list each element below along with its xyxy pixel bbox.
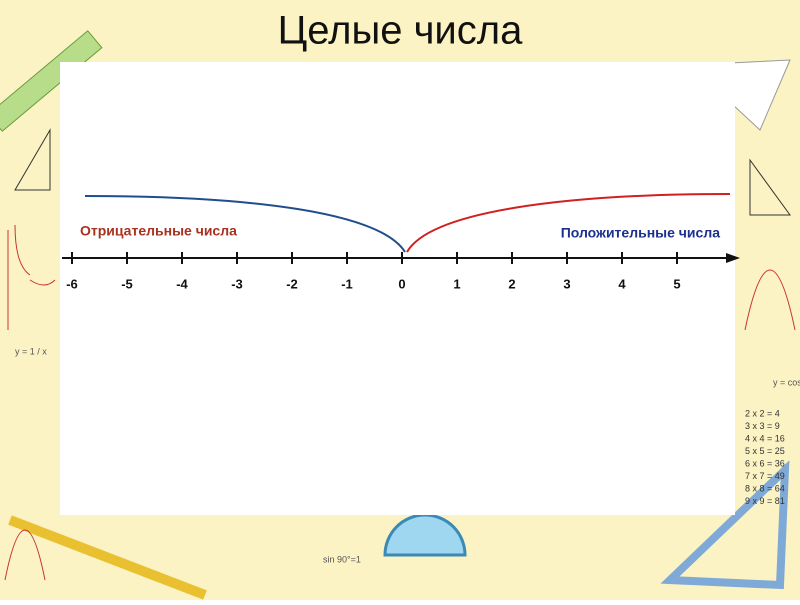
positive-label: Положительные числа (561, 225, 721, 241)
multiplication-line: 4 x 4 = 16 (745, 433, 785, 443)
triangle-decoration (749, 158, 791, 216)
multiplication-line: 5 x 5 = 25 (745, 446, 785, 456)
content-panel (60, 62, 735, 515)
tick-label: 5 (673, 276, 680, 291)
graph-decoration (744, 269, 796, 331)
multiplication-line: 7 x 7 = 49 (745, 471, 785, 481)
tick-label: -1 (341, 276, 353, 291)
tick-label: -3 (231, 276, 243, 291)
multiplication-table: 2 x 2 = 4 3 x 3 = 9 4 x 4 = 16 5 x 5 = 25 6 … (745, 408, 785, 506)
axis-arrow (726, 253, 740, 263)
negative-curve (84, 195, 406, 253)
positive-curve (406, 193, 731, 253)
protractor-decoration (383, 513, 467, 557)
multiplication-line: 8 x 8 = 64 (745, 483, 785, 493)
pencil-decoration (8, 515, 207, 600)
multiplication-line: 3 x 3 = 9 (745, 421, 780, 431)
tick-label: -6 (66, 276, 78, 291)
tick-label: -2 (286, 276, 298, 291)
graph-decoration (7, 224, 56, 330)
graph-decoration (4, 529, 46, 581)
tick-label: 2 (508, 276, 515, 291)
multiplication-line: 9 x 9 = 81 (745, 496, 785, 506)
tick-label: 3 (563, 276, 570, 291)
formula: sin 90°=1 (323, 554, 361, 564)
multiplication-line: 6 x 6 = 36 (745, 458, 785, 468)
title: Целые числа (278, 9, 523, 53)
tick-label: 4 (618, 276, 626, 291)
tick-label: -5 (121, 276, 133, 291)
negative-label: Отрицательные числа (80, 223, 237, 239)
multiplication-line: 2 x 2 = 4 (745, 408, 780, 418)
tick-label: -4 (176, 276, 188, 291)
set-square-decoration (660, 460, 790, 590)
tick-label: 1 (453, 276, 460, 291)
ruler-decoration (0, 30, 103, 132)
formula: y = cos (773, 377, 800, 387)
formula: y = 1 / x (15, 346, 47, 356)
tick-label: 0 (398, 276, 405, 291)
triangle-decoration (14, 128, 51, 191)
ticks: -6 -5 -4 -3 -2 -1 0 1 2 3 4 5 (66, 252, 681, 291)
